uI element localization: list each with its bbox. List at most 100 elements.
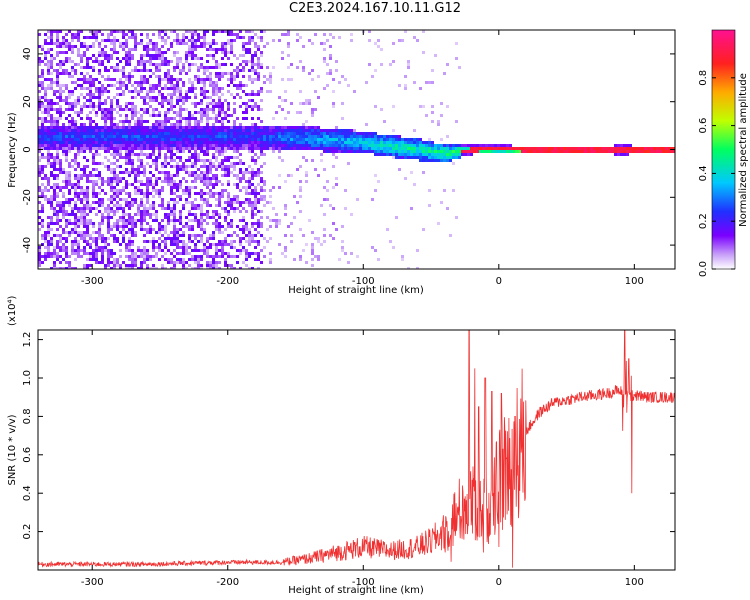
- heatmap-cell: [65, 87, 68, 90]
- heatmap-cell: [68, 261, 71, 264]
- heatmap-cell: [50, 132, 53, 135]
- heatmap-cell: [140, 132, 143, 135]
- heatmap-cell: [236, 138, 239, 141]
- heatmap-cell: [215, 114, 218, 117]
- heatmap-cell: [101, 252, 104, 255]
- heatmap-cell: [311, 159, 314, 162]
- heatmap-cell: [38, 165, 41, 168]
- heatmap-cell: [383, 150, 386, 153]
- heatmap-cell: [56, 168, 59, 171]
- heatmap-cell: [50, 219, 53, 222]
- heatmap-cell: [110, 228, 113, 231]
- heatmap-cell: [149, 240, 152, 243]
- heatmap-cell: [200, 81, 203, 84]
- heatmap-cell: [434, 54, 437, 57]
- heatmap-cell: [164, 237, 167, 240]
- heatmap-cell: [245, 132, 248, 135]
- heatmap-cell: [101, 102, 104, 105]
- heatmap-cell: [107, 126, 110, 129]
- heatmap-cell: [254, 135, 257, 138]
- heatmap-cell: [434, 153, 437, 156]
- heatmap-cell: [191, 87, 194, 90]
- heatmap-cell: [182, 135, 185, 138]
- heatmap-cell: [44, 105, 47, 108]
- heatmap-cell: [395, 144, 398, 147]
- heatmap-cell: [392, 135, 395, 138]
- heatmap-cell: [221, 123, 224, 126]
- heatmap-cell: [257, 198, 260, 201]
- heatmap-cell: [83, 192, 86, 195]
- heatmap-cell: [104, 108, 107, 111]
- heatmap-cell: [146, 156, 149, 159]
- heatmap-cell: [140, 69, 143, 72]
- heatmap-cell: [332, 36, 335, 39]
- heatmap-cell: [179, 141, 182, 144]
- heatmap-cell: [356, 255, 359, 258]
- heatmap-cell: [200, 114, 203, 117]
- heatmap-cell: [260, 144, 263, 147]
- heatmap-cell: [194, 39, 197, 42]
- heatmap-cell: [299, 228, 302, 231]
- heatmap-cell: [578, 150, 581, 153]
- heatmap-cell: [140, 96, 143, 99]
- heatmap-cell: [68, 75, 71, 78]
- heatmap-cell: [308, 132, 311, 135]
- heatmap-cell: [131, 114, 134, 117]
- heatmap-cell: [248, 255, 251, 258]
- heatmap-cell: [68, 147, 71, 150]
- heatmap-cell: [347, 261, 350, 264]
- heatmap-cell: [320, 243, 323, 246]
- heatmap-cell: [332, 165, 335, 168]
- heatmap-cell: [257, 105, 260, 108]
- heatmap-cell: [182, 138, 185, 141]
- heatmap-cell: [224, 72, 227, 75]
- heatmap-cell: [53, 264, 56, 267]
- bottom-x-tick-label: -200: [216, 577, 239, 588]
- heatmap-cell: [194, 198, 197, 201]
- heatmap-cell: [77, 102, 80, 105]
- heatmap-cell: [92, 144, 95, 147]
- heatmap-cell: [233, 240, 236, 243]
- heatmap-cell: [182, 102, 185, 105]
- heatmap-cell: [92, 168, 95, 171]
- heatmap-cell: [404, 147, 407, 150]
- heatmap-cell: [188, 225, 191, 228]
- heatmap-cell: [59, 207, 62, 210]
- heatmap-cell: [356, 132, 359, 135]
- heatmap-cell: [53, 192, 56, 195]
- heatmap-cell: [155, 231, 158, 234]
- heatmap-cell: [245, 240, 248, 243]
- heatmap-cell: [128, 138, 131, 141]
- heatmap-cell: [248, 165, 251, 168]
- heatmap-cell: [179, 198, 182, 201]
- heatmap-cell: [347, 141, 350, 144]
- heatmap-cell: [164, 120, 167, 123]
- heatmap-cell: [203, 141, 206, 144]
- heatmap-cell: [101, 84, 104, 87]
- heatmap-cell: [371, 246, 374, 249]
- heatmap-cell: [377, 138, 380, 141]
- heatmap-cell: [353, 90, 356, 93]
- heatmap-cell: [443, 147, 446, 150]
- heatmap-cell: [263, 75, 266, 78]
- heatmap-cell: [218, 126, 221, 129]
- heatmap-cell: [77, 186, 80, 189]
- heatmap-cell: [593, 147, 596, 150]
- heatmap-cell: [38, 102, 41, 105]
- heatmap-cell: [131, 258, 134, 261]
- heatmap-cell: [332, 129, 335, 132]
- heatmap-cell: [110, 138, 113, 141]
- heatmap-cell: [38, 129, 41, 132]
- heatmap-cell: [218, 192, 221, 195]
- heatmap-cell: [56, 228, 59, 231]
- heatmap-cell: [341, 75, 344, 78]
- heatmap-cell: [92, 120, 95, 123]
- heatmap-cell: [155, 240, 158, 243]
- heatmap-cell: [617, 147, 620, 150]
- heatmap-cell: [77, 198, 80, 201]
- heatmap-cell: [92, 255, 95, 258]
- heatmap-cell: [155, 183, 158, 186]
- heatmap-cell: [251, 174, 254, 177]
- heatmap-cell: [38, 99, 41, 102]
- heatmap-cell: [209, 255, 212, 258]
